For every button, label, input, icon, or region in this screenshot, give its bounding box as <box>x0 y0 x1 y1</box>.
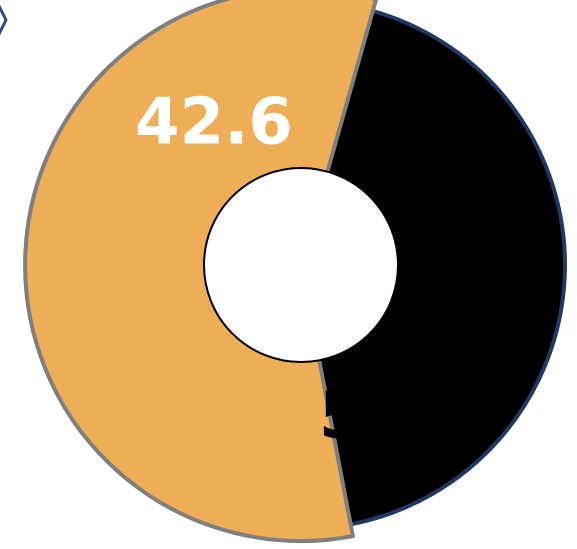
donut-hole <box>203 167 399 363</box>
donut-slice <box>299 9 567 527</box>
slice-data-label: 42.6 <box>135 86 293 160</box>
slice-data-label: 57.4 <box>319 380 477 454</box>
donut-slice <box>23 0 379 543</box>
chevron-right-icon <box>0 4 8 36</box>
